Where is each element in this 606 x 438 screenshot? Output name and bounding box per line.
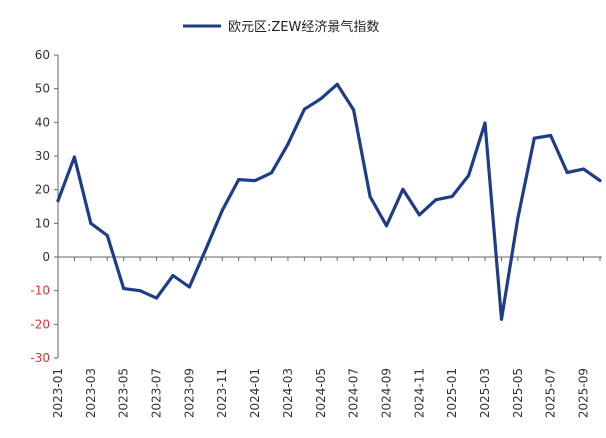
y-axis-tick-labels: 60 50 40 30 20 10 0 -10 -20 -30 bbox=[30, 48, 50, 365]
data-point bbox=[253, 179, 257, 183]
x-tick-label: 2025-03 bbox=[478, 368, 492, 418]
data-point bbox=[171, 274, 175, 278]
x-tick-label: 2024-09 bbox=[379, 368, 393, 418]
data-point bbox=[302, 107, 306, 111]
data-point bbox=[417, 213, 421, 217]
data-point bbox=[434, 198, 438, 202]
axes bbox=[54, 54, 602, 359]
x-axis-tick-labels: 2023-01 2023-03 2023-05 2023-07 2023-09 2023-… bbox=[51, 368, 591, 418]
data-point bbox=[155, 296, 159, 300]
data-point bbox=[122, 287, 126, 291]
x-tick-label: 2024-05 bbox=[314, 368, 328, 418]
x-tick-label: 2024-03 bbox=[281, 368, 295, 418]
legend-label: 欧元区:ZEW经济景气指数 bbox=[228, 19, 379, 35]
x-tick-label: 2023-03 bbox=[84, 368, 98, 418]
y-tick-label: -30 bbox=[30, 351, 50, 365]
legend: 欧元区:ZEW经济景气指数 bbox=[183, 19, 379, 35]
series-line bbox=[56, 82, 602, 321]
data-point bbox=[598, 179, 602, 183]
data-point bbox=[220, 209, 224, 213]
data-point bbox=[483, 121, 487, 125]
data-point bbox=[187, 285, 191, 289]
y-tick-label: -20 bbox=[30, 317, 50, 331]
data-point bbox=[401, 187, 405, 191]
x-tick-label: 2023-09 bbox=[182, 368, 196, 418]
data-point bbox=[72, 155, 76, 159]
data-point bbox=[516, 216, 520, 220]
data-point bbox=[270, 171, 274, 175]
data-point bbox=[352, 108, 356, 112]
data-point bbox=[582, 167, 586, 171]
x-tick-label: 2024-11 bbox=[412, 368, 426, 418]
series bbox=[56, 82, 602, 321]
y-tick-label: 30 bbox=[35, 149, 50, 163]
x-tick-label: 2023-05 bbox=[117, 368, 131, 418]
x-tick-label: 2023-07 bbox=[150, 368, 164, 418]
data-point bbox=[499, 317, 503, 321]
x-tick-label: 2025-01 bbox=[445, 368, 459, 418]
data-point bbox=[467, 174, 471, 178]
y-tick-label: 0 bbox=[42, 250, 50, 264]
data-point bbox=[56, 199, 60, 203]
data-point bbox=[237, 178, 241, 182]
data-point bbox=[532, 136, 536, 140]
x-tick-label: 2023-11 bbox=[215, 368, 229, 418]
data-point bbox=[450, 194, 454, 198]
x-tick-label: 2025-05 bbox=[511, 368, 525, 418]
data-point bbox=[335, 82, 339, 86]
data-point bbox=[89, 221, 93, 225]
x-tick-label: 2023-01 bbox=[51, 368, 65, 418]
data-point bbox=[105, 233, 109, 237]
x-tick-label: 2025-09 bbox=[577, 368, 591, 418]
x-tick-label: 2025-07 bbox=[544, 368, 558, 418]
y-tick-label: 40 bbox=[35, 115, 50, 129]
y-tick-label: -10 bbox=[30, 284, 50, 298]
data-point bbox=[319, 97, 323, 101]
y-tick-label: 20 bbox=[35, 183, 50, 197]
data-point bbox=[138, 289, 142, 293]
x-tick-label: 2024-01 bbox=[248, 368, 262, 418]
y-tick-label: 60 bbox=[35, 48, 50, 62]
data-point bbox=[549, 133, 553, 137]
data-point bbox=[368, 195, 372, 199]
data-point bbox=[204, 247, 208, 251]
data-point bbox=[384, 224, 388, 228]
data-point bbox=[286, 142, 290, 146]
x-tick-label: 2024-07 bbox=[347, 368, 361, 418]
data-point bbox=[565, 170, 569, 174]
y-tick-label: 50 bbox=[35, 82, 50, 96]
y-tick-label: 10 bbox=[35, 216, 50, 230]
